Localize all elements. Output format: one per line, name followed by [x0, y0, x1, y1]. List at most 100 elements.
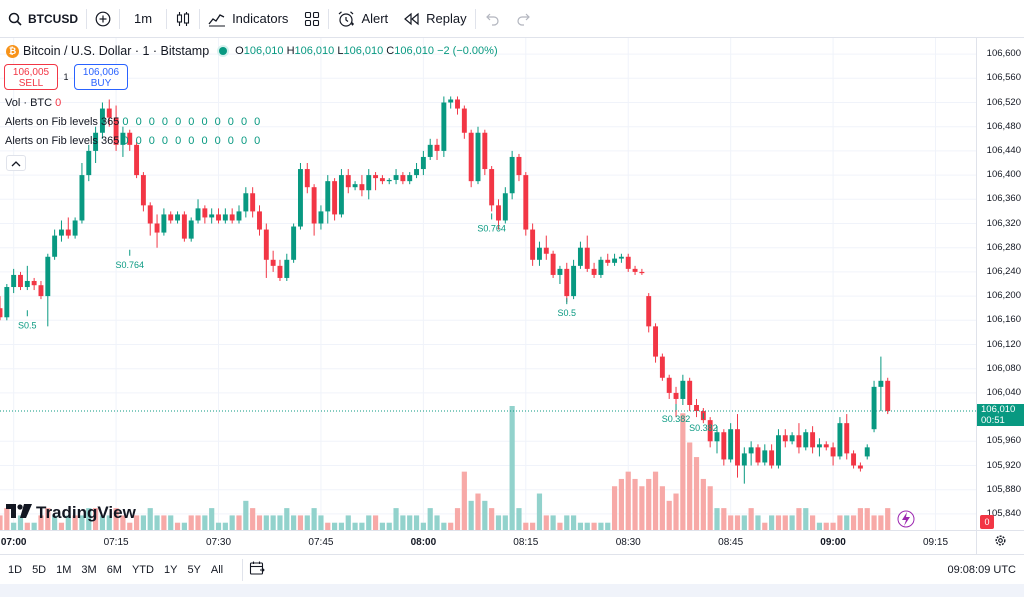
volume-bar	[297, 515, 304, 530]
candle-body	[175, 214, 181, 221]
volume-bar	[277, 515, 283, 530]
chart-type-button[interactable]	[167, 0, 199, 38]
candle	[769, 444, 775, 469]
volume-bar	[591, 522, 597, 530]
date-range-buttons: 1D 5D 1M 3M 6M YTD 1Y 5Y All	[3, 564, 228, 576]
symbol-search[interactable]: BTCUSD	[0, 0, 86, 38]
candle-body	[311, 187, 317, 224]
candle-body	[687, 380, 693, 405]
volume-bar	[202, 515, 208, 530]
volume-bars	[0, 406, 891, 530]
volume-bar	[366, 515, 372, 530]
price-tick-label: 106,480	[986, 120, 1021, 132]
candle-body	[721, 432, 727, 460]
candle-body	[297, 169, 303, 227]
candle-body	[871, 386, 877, 430]
volume-bar	[816, 522, 823, 530]
candle	[878, 356, 884, 412]
volume-bar	[830, 522, 836, 530]
range-button-3m[interactable]: 3M	[81, 563, 97, 576]
volume-bar	[461, 471, 467, 530]
volume-bar	[318, 515, 324, 530]
price-tick-label: 106,280	[986, 241, 1021, 253]
candle-body	[782, 435, 788, 442]
volume-bar	[147, 508, 153, 530]
candle-body	[99, 108, 105, 133]
candle-body	[803, 432, 809, 448]
interval-button[interactable]: 1m	[120, 0, 166, 38]
layout-button[interactable]	[296, 0, 328, 38]
candle-body	[816, 444, 822, 448]
candle	[687, 377, 693, 412]
settings-button[interactable]	[976, 530, 1024, 554]
price-axis[interactable]: 106,600 106,560 106,520 106,480 106,440 106,4…	[976, 38, 1024, 530]
fib-indicator-legend-2[interactable]: Alerts on Fib levels 365 0 0 0 0 0 0 0 0…	[5, 135, 262, 147]
candle	[571, 259, 577, 300]
time-axis[interactable]: 07:00 07:15 07:30 07:45 08:00 08:15 08:30 08:45…	[0, 530, 976, 554]
redo-button[interactable]	[508, 0, 540, 38]
candle-body	[536, 247, 542, 260]
volume-bar	[448, 522, 454, 530]
fib-indicator-legend-1[interactable]: Alerts on Fib levels 365 0 0 0 0 0 0 0 0…	[5, 116, 262, 128]
candle	[325, 175, 331, 224]
candle	[352, 181, 358, 191]
candle	[550, 250, 556, 278]
volume-bar	[311, 508, 317, 530]
candle-body	[707, 420, 713, 442]
volume-bar	[400, 515, 406, 530]
indicators-label: Indicators	[232, 11, 289, 26]
range-button-5d[interactable]: 5D	[32, 563, 47, 576]
sell-price: 106,005	[12, 67, 50, 78]
collapse-legend-button[interactable]	[6, 155, 26, 171]
volume-bar	[810, 515, 816, 530]
sell-button[interactable]: 106,005 SELL	[4, 64, 58, 90]
range-button-all[interactable]: All	[210, 563, 224, 576]
buy-label: BUY	[90, 78, 112, 89]
range-button-6m[interactable]: 6M	[106, 563, 122, 576]
fib-marker-label: S0.382	[689, 423, 718, 433]
candle	[857, 462, 863, 472]
candle-body	[222, 214, 228, 221]
candle-body	[762, 450, 768, 463]
volume-bar	[571, 515, 577, 530]
volume-bar	[250, 508, 256, 530]
range-button-1y[interactable]: 1Y	[163, 563, 178, 576]
candle-body	[243, 193, 249, 212]
time-tick-label: 09:15	[922, 537, 949, 548]
volume-indicator-value: 0	[55, 97, 62, 109]
candle	[243, 187, 249, 218]
range-button-ytd[interactable]: YTD	[131, 563, 154, 576]
utc-clock[interactable]: 09:08:09 UTC	[947, 563, 1016, 576]
candle	[284, 253, 290, 281]
volume-indicator-legend[interactable]: Vol · BTC 0	[5, 97, 61, 109]
alert-button[interactable]: Alert	[329, 0, 396, 38]
fib-marker: S0.5	[18, 310, 37, 330]
chart-pane[interactable]: S0.5 S0.764 S0.764 S0.5 S0.382 S0.382	[0, 38, 976, 530]
range-button-1m[interactable]: 1M	[56, 563, 72, 576]
candle	[181, 211, 187, 242]
fib-indicator-label: Alerts on Fib levels 365	[5, 135, 120, 147]
volume-bar	[516, 508, 522, 530]
go-to-date-button[interactable]	[242, 558, 265, 581]
volume-bar	[154, 515, 160, 530]
lightning-icon[interactable]	[897, 510, 915, 528]
tradingview-logo[interactable]: TradingView	[6, 503, 136, 523]
range-button-5y[interactable]: 5Y	[187, 563, 201, 576]
candle-body	[0, 308, 3, 318]
buy-price: 106,006	[82, 67, 120, 78]
tradingview-logo-text: TradingView	[36, 503, 136, 522]
volume-bar	[24, 522, 30, 530]
candle-body	[263, 229, 269, 260]
fib-marker: S0.382	[662, 404, 690, 424]
volume-bar	[605, 522, 611, 530]
candle	[99, 102, 105, 139]
undo-button[interactable]	[476, 0, 508, 38]
indicators-button[interactable]: Indicators	[200, 0, 296, 38]
candle	[543, 235, 549, 260]
compare-symbol-button[interactable]	[87, 0, 119, 38]
price-tick-label: 106,320	[986, 217, 1021, 229]
replay-button[interactable]: Replay	[396, 0, 474, 38]
buy-button[interactable]: 106,006 BUY	[74, 64, 128, 90]
range-button-1d[interactable]: 1D	[8, 563, 23, 576]
symbol-legend[interactable]: ₿ Bitcoin / U.S. Dollar · 1 · Bitstamp O…	[6, 44, 498, 58]
